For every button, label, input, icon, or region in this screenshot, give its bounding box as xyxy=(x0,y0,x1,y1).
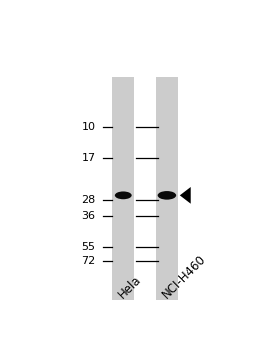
Polygon shape xyxy=(180,187,191,204)
Ellipse shape xyxy=(158,191,176,200)
Text: 17: 17 xyxy=(81,153,95,163)
Text: Hela: Hela xyxy=(116,273,144,301)
Text: 36: 36 xyxy=(81,211,95,221)
Text: NCI-H460: NCI-H460 xyxy=(160,253,208,301)
Text: 28: 28 xyxy=(81,194,95,205)
Text: 72: 72 xyxy=(81,256,95,266)
Text: 55: 55 xyxy=(81,242,95,252)
Ellipse shape xyxy=(115,191,132,199)
Bar xyxy=(156,77,178,300)
Text: 10: 10 xyxy=(81,122,95,132)
Bar xyxy=(112,77,134,300)
